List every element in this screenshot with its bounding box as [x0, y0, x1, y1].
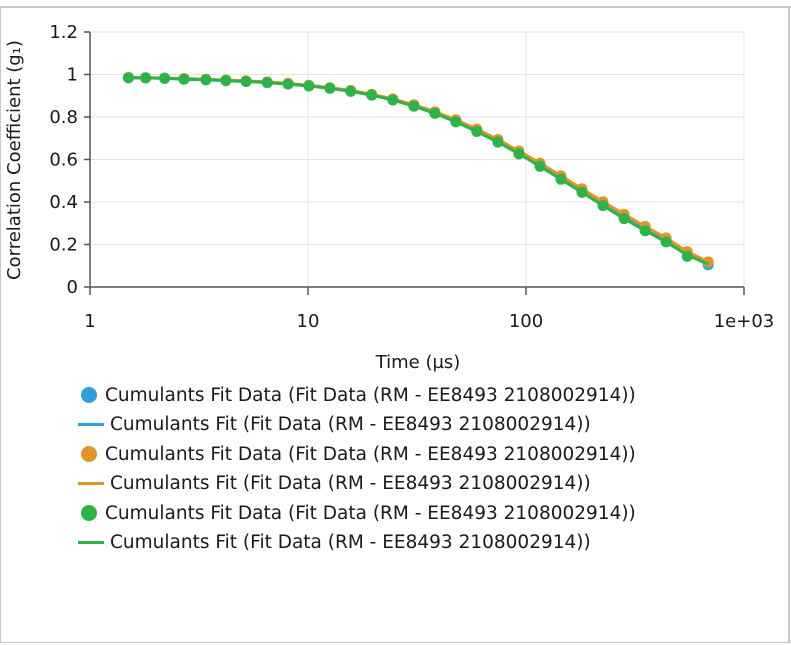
- legend-line-swatch: [78, 482, 104, 485]
- legend-dot-swatch: [81, 387, 97, 403]
- x-axis-title: Time (µs): [375, 352, 461, 373]
- y-axis-title: Correlation Coefficient (g₁): [4, 40, 25, 280]
- x-tick-label: 1e+03: [714, 311, 775, 332]
- y-tick-label: 0.2: [49, 235, 78, 256]
- y-tick-label: 1.2: [49, 22, 78, 43]
- legend-label: Cumulants Fit (Fit Data (RM - EE8493 210…: [110, 473, 591, 494]
- panel-top-border: [0, 0, 791, 8]
- y-tick-label: 0: [67, 277, 78, 298]
- x-tick-label: 1: [84, 311, 95, 332]
- correlation-chart: 0 0.2 0.4 0.6 0.8 1 1.2 1 10 100 1e+03 Time (µs) C…: [4, 22, 774, 373]
- legend-label: Cumulants Fit (Fit Data (RM - EE8493 210…: [110, 414, 591, 435]
- y-tick-label: 0.6: [49, 150, 78, 171]
- y-tick-label: 0.8: [49, 107, 78, 128]
- legend-item-4: Cumulants Fit Data (Fit Data (RM - EE849…: [76, 498, 636, 528]
- legend-dot-swatch: [81, 446, 97, 462]
- chart-grid: [90, 31, 745, 287]
- legend-dot-swatch: [81, 505, 97, 521]
- legend-label: Cumulants Fit Data (Fit Data (RM - EE849…: [105, 502, 636, 524]
- legend-item-1: Cumulants Fit (Fit Data (RM - EE8493 210…: [76, 410, 591, 440]
- chart-series-layer: [122, 72, 714, 271]
- legend-item-5: Cumulants Fit (Fit Data (RM - EE8493 210…: [76, 528, 591, 558]
- series-line-5: [128, 76, 709, 266]
- legend-label: Cumulants Fit Data (Fit Data (RM - EE849…: [105, 443, 636, 465]
- legend-item-2: Cumulants Fit Data (Fit Data (RM - EE849…: [76, 439, 636, 469]
- y-tick-label: 0.4: [49, 192, 78, 213]
- legend-line-swatch: [78, 541, 104, 544]
- legend-item-3: Cumulants Fit (Fit Data (RM - EE8493 210…: [76, 469, 591, 499]
- x-tick-label: 10: [297, 311, 320, 332]
- legend-label: Cumulants Fit (Fit Data (RM - EE8493 210…: [110, 532, 591, 553]
- x-tick-label: 100: [509, 311, 543, 332]
- legend-line-swatch: [78, 423, 104, 426]
- legend-item-0: Cumulants Fit Data (Fit Data (RM - EE849…: [76, 380, 636, 410]
- chart-axes: 0 0.2 0.4 0.6 0.8 1 1.2 1 10 100 1e+03: [49, 22, 774, 332]
- y-tick-label: 1: [67, 65, 78, 86]
- legend-label: Cumulants Fit Data (Fit Data (RM - EE849…: [105, 384, 636, 406]
- chart-panel-frame: [0, 6, 790, 643]
